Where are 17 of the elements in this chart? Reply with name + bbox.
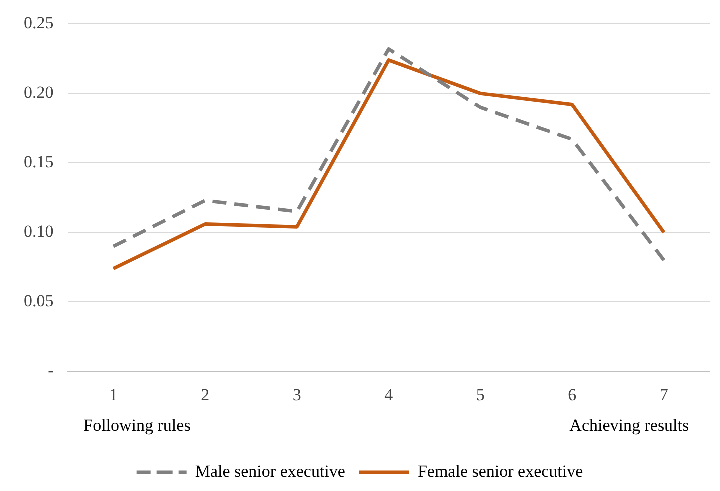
- x-tick-label: 6: [568, 385, 577, 404]
- y-tick-label: 0.05: [24, 292, 54, 311]
- x-tick-label: 5: [476, 385, 485, 404]
- text: Following rules: [84, 416, 191, 436]
- y-tick-label: 0.20: [24, 83, 54, 102]
- text: Achieving results: [570, 416, 690, 436]
- x-tick-label: 2: [201, 385, 210, 404]
- y-tick-label: 0.15: [24, 152, 54, 172]
- x-tick-label: 4: [384, 385, 394, 404]
- y-tick-label: 0.25: [24, 14, 54, 33]
- y-tick-label: -: [48, 361, 54, 380]
- x-tick-label: 3: [292, 385, 302, 404]
- legend-label: Male senior executive: [195, 462, 346, 481]
- x-tick-label: 1: [109, 385, 118, 404]
- y-tick-label: 0.10: [24, 222, 54, 242]
- x-tick-label: 7: [660, 385, 669, 404]
- legend-label: Female senior executive: [418, 462, 584, 481]
